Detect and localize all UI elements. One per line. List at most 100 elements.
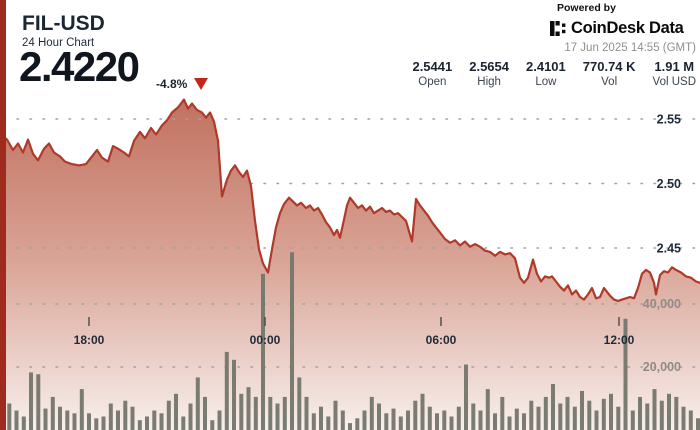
volume-bar [14,410,19,430]
volume-bar [435,413,439,430]
volume-bar [464,364,468,430]
volume-bar [427,406,432,430]
volume-bar [43,408,48,430]
volume-bar [659,400,664,430]
volume-bar [369,396,374,430]
volume-bar [514,408,519,430]
volume-bar [217,410,222,430]
volume-bar [333,400,338,430]
stats-row: 2.5441 Open 2.5654 High 2.4101 Low 770.7… [412,59,696,88]
volume-bar [558,403,563,430]
stat-high-value: 2.5654 [469,59,509,74]
volume-bar [442,410,447,430]
volume-bar [587,400,592,430]
volume-bar [239,393,244,430]
timestamp: 17 Jun 2025 14:55 (GMT) [564,42,696,54]
volume-bar [377,403,381,430]
x-axis-time-label: 00:00 [250,333,281,347]
volume-bar [246,387,251,430]
volume-bar [652,389,657,430]
volume-bar [210,420,215,430]
stat-low: 2.4101 Low [526,59,566,88]
volume-bar [50,396,55,430]
volume-bar [123,400,128,430]
price-value: 2.4220 [19,43,140,90]
volume-bar [275,403,280,430]
volume-bar [65,410,70,430]
volume-bar [674,396,679,430]
volume-bar [580,390,584,430]
volume-bars [0,252,700,430]
powered-by-label: Powered by [557,2,616,14]
volume-bar [609,393,613,430]
volume-bar [268,396,273,430]
volume-bar [688,410,693,430]
volume-bar [326,416,331,430]
coindesk-logo-text: CoinDesk Data [571,19,684,37]
volume-bar [145,416,149,430]
stat-vol-usd: 1.91 M Vol USD [653,59,696,88]
y-axis-price-label: 2.45 [657,242,681,256]
volume-bar [297,377,302,430]
volume-bar [340,410,345,430]
volume-bar [485,389,490,430]
volume-bar [449,416,454,430]
volume-bar [116,410,120,430]
volume-bar [456,406,461,430]
volume-bar [681,406,686,430]
price-change: -4.8% [156,77,209,91]
price-area [0,99,700,430]
volume-bar [493,413,497,430]
price-change-value: -4.8% [156,77,188,91]
stat-vol-usd-value: 1.91 M [654,59,695,74]
volume-bar [348,423,352,430]
y-axis-volume-label: 40,000 [643,297,681,311]
volume-bar [311,413,316,430]
x-axis-time-label: 12:00 [604,333,635,347]
volume-bar [94,418,99,430]
volume-bar [166,400,171,430]
down-arrow-icon [194,78,209,90]
volume-bar [181,416,186,430]
volume-bar [87,413,91,430]
volume-bar [500,396,505,430]
stat-vol-label: Vol [601,76,618,88]
volume-bar [601,398,606,430]
volume-bar [159,413,164,430]
volume-bar [391,408,396,430]
volume-bar [616,406,621,430]
volume-bar [253,396,258,430]
volume-bar [232,359,236,430]
volume-bar [667,393,671,430]
volume-bar [645,403,650,430]
volume-bar [7,403,12,430]
volume-bar [108,403,113,430]
volume-bar [623,318,628,430]
x-axis-time-label: 06:00 [426,333,457,347]
volume-bar [522,413,526,430]
volume-bar [398,416,403,430]
coindesk-logo-icon [550,21,566,36]
stat-high-label: High [477,76,501,88]
volume-bar [355,418,360,430]
stat-low-label: Low [535,76,557,88]
y-axis-volume-label: 20,000 [643,360,681,374]
page-title: FIL-USD [22,12,105,35]
volume-bar [195,377,200,430]
volume-bar [362,410,367,430]
volume-bar [471,403,476,430]
volume-bar [304,396,309,430]
coindesk-logo: CoinDesk Data [550,19,684,38]
volume-bar [630,410,635,430]
volume-bar [152,410,157,430]
y-axis-price-label: 2.50 [657,177,681,191]
stat-open-value: 2.5441 [412,59,453,74]
volume-bar [594,410,599,430]
accent-stripe [0,0,6,430]
volume-bar [36,374,41,430]
volume-bar [384,413,389,430]
volume-bar [101,416,106,430]
volume-bar [406,410,410,430]
